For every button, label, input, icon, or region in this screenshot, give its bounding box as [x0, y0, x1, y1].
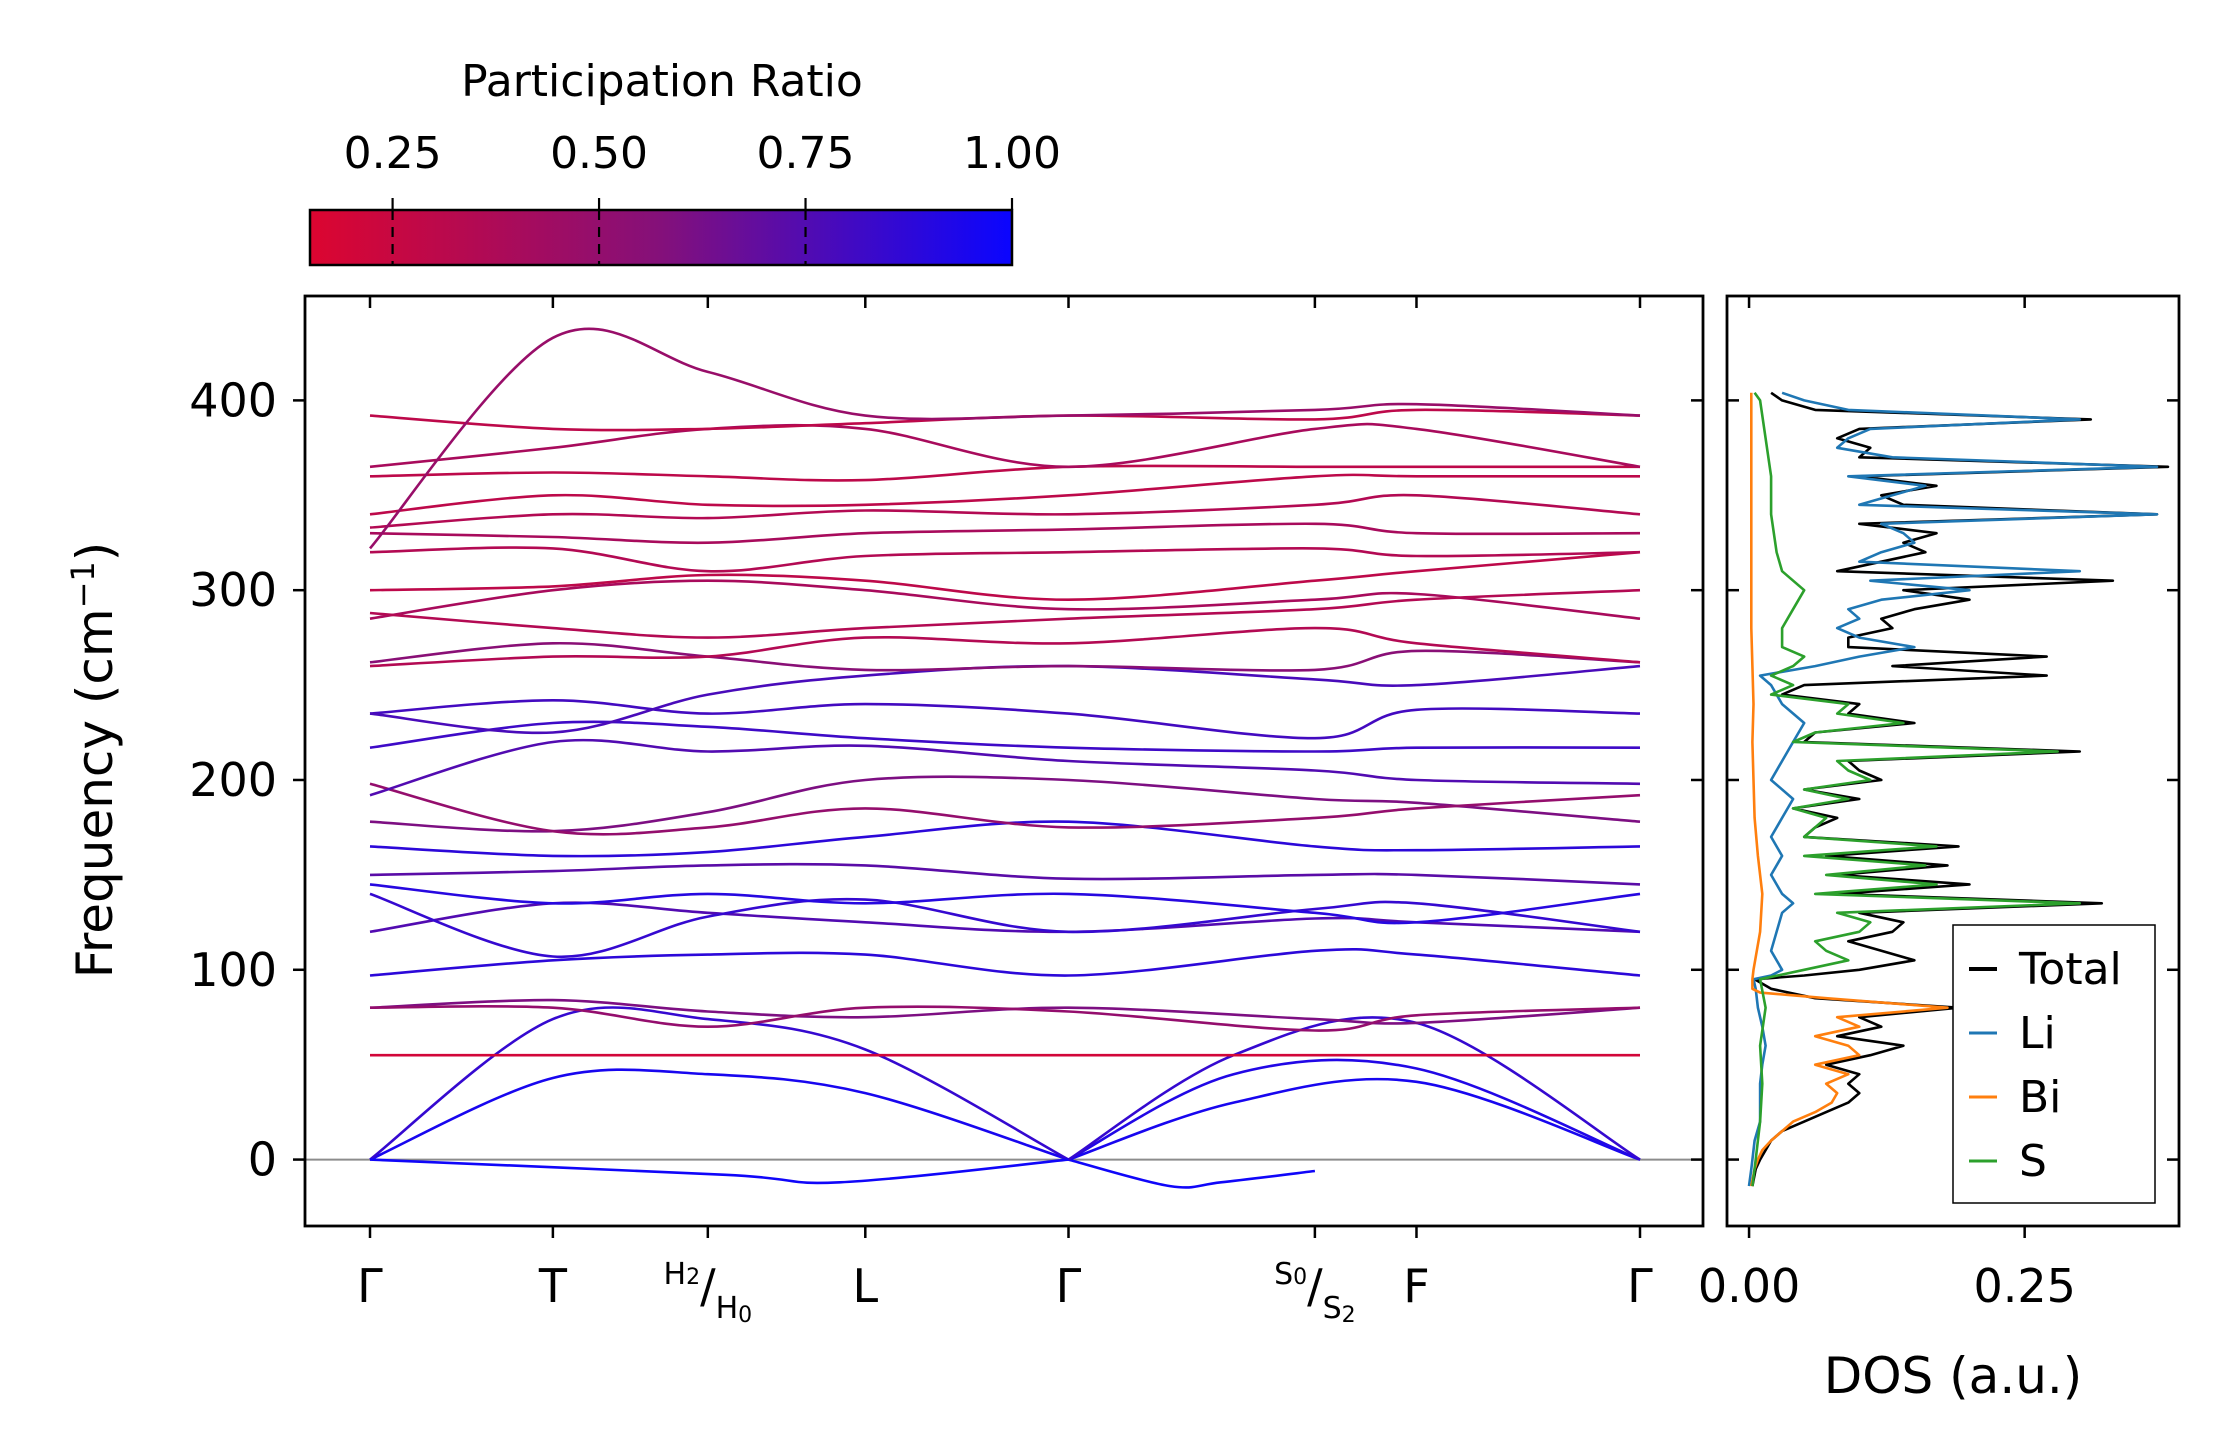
kpoint-label: L — [852, 1259, 878, 1313]
dos-panel: 0.00 0.25 DOS (a.u.) Total Li Bi S — [1698, 294, 2181, 1405]
band-line — [369, 422, 1641, 469]
band-line — [369, 738, 1641, 797]
y-tick-label: 200 — [189, 753, 277, 807]
dispersion-bands — [305, 327, 1703, 1189]
colorbar-title: Participation Ratio — [461, 56, 863, 107]
band-line — [1068, 1077, 1641, 1161]
band-line — [369, 1068, 1069, 1161]
band-line — [1067, 1016, 1641, 1161]
band-line — [369, 493, 1641, 529]
kpoint-label: T — [538, 1259, 568, 1313]
band-line — [369, 862, 1641, 886]
dos-curve-li — [1747, 391, 2159, 1187]
colorbar-tick-label: 0.50 — [550, 128, 648, 179]
legend-label: Bi — [2019, 1072, 2061, 1123]
dos-frame — [1725, 294, 2181, 1228]
colorbar-ticks: 0.25 0.50 0.75 1.00 — [344, 128, 1061, 265]
band-line — [369, 408, 1641, 432]
band-line — [369, 464, 1640, 482]
band-line — [369, 626, 1641, 668]
band-line — [369, 775, 1641, 833]
y-tick-label: 100 — [189, 943, 277, 997]
dos-x-tick-label: 0.00 — [1698, 1259, 1800, 1313]
y-tick-label: 0 — [248, 1133, 277, 1187]
band-line — [369, 698, 1641, 740]
dos-axes: 0.00 0.25 — [1698, 296, 2179, 1313]
band-line — [369, 948, 1641, 977]
band-line — [369, 820, 1641, 858]
band-line — [369, 641, 1641, 672]
band-line — [369, 522, 1641, 545]
colorbar-tick-label: 1.00 — [963, 128, 1061, 179]
band-line — [369, 1158, 1069, 1185]
colorbar: Participation Ratio 0.25 0.50 0.75 1.00 — [308, 56, 1061, 267]
band-line — [1068, 1158, 1316, 1189]
dispersion-axes: 0 100 200 300 400 Γ T H2/H0 L Γ S0/S2 F Γ — [189, 296, 1703, 1328]
kpoint-label: Γ — [357, 1259, 383, 1313]
dos-curve-s — [1751, 392, 2082, 1187]
kpoint-label: Γ — [1627, 1259, 1653, 1313]
band-line — [369, 1006, 1070, 1161]
dos-curves — [1747, 391, 2170, 1187]
kpoint-label: F — [1403, 1259, 1429, 1313]
dispersion-panel: 0 100 200 300 400 Γ T H2/H0 L Γ S0/S2 F Γ Frequency … — [64, 294, 1705, 1328]
band-line — [369, 579, 1641, 620]
legend-box — [1952, 924, 2156, 1204]
kpoint-label: S0/S2 — [1274, 1257, 1356, 1328]
y-tick-label: 300 — [189, 563, 277, 617]
legend-label: Li — [2019, 1008, 2056, 1059]
band-line — [369, 327, 1641, 550]
y-axis-label: Frequency (cm−1) — [64, 542, 124, 979]
dos-curve-bi — [1750, 392, 1949, 1187]
band-line — [1067, 1058, 1641, 1161]
band-line — [369, 546, 1641, 573]
colorbar-tick-label: 0.75 — [757, 128, 855, 179]
band-line — [369, 720, 1641, 753]
legend: Total Li Bi S — [1952, 924, 2156, 1204]
kpoint-label: Γ — [1056, 1259, 1082, 1313]
band-line — [369, 1005, 1641, 1032]
kpoint-label: H2/H0 — [664, 1257, 753, 1328]
dos-x-tick-label: 0.25 — [1973, 1259, 2075, 1313]
band-line — [369, 883, 1641, 925]
legend-label: S — [2019, 1136, 2047, 1187]
band-line — [369, 550, 1641, 602]
dispersion-frame — [303, 294, 1705, 1228]
y-tick-label: 400 — [189, 373, 277, 427]
colorbar-tick-label: 0.25 — [344, 128, 442, 179]
legend-label: Total — [2018, 944, 2122, 995]
band-line — [369, 588, 1641, 639]
colorbar-gradient — [308, 208, 1014, 267]
band-line — [369, 782, 1641, 836]
x-axis-label-dos: DOS (a.u.) — [1824, 1347, 2083, 1405]
band-line — [369, 998, 1641, 1025]
band-line — [369, 892, 1641, 959]
band-line — [369, 473, 1640, 516]
